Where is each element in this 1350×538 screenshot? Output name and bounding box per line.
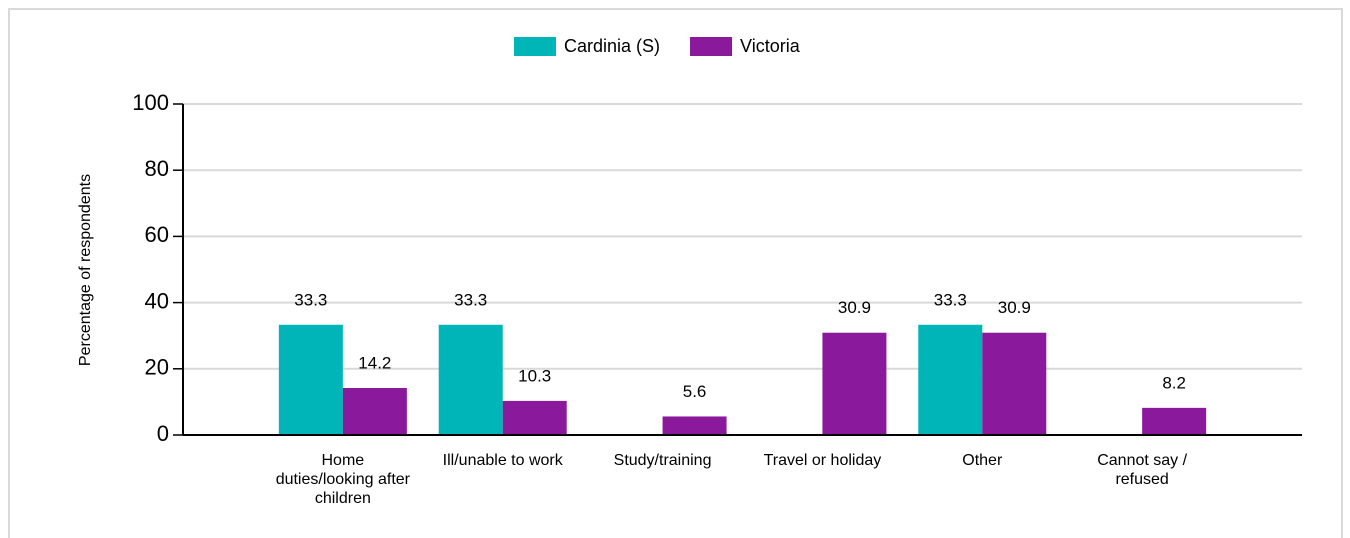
legend-swatch [690, 37, 733, 56]
x-tick-label: Travel or holiday [763, 452, 882, 469]
x-tick-label: Ill/unable to work [442, 452, 563, 469]
value-label: 30.9 [998, 298, 1031, 317]
legend-label: Cardinia (S) [564, 36, 660, 56]
value-label: 10.3 [518, 366, 551, 385]
value-label: 33.3 [294, 290, 327, 309]
x-tick-holder: Study/training [613, 452, 712, 469]
y-tick-label: 40 [145, 288, 169, 313]
y-tick-label: 0 [157, 421, 169, 446]
bar [342, 387, 407, 435]
x-tick-label: Cannot say / refused [1097, 452, 1188, 488]
y-tick-label: 20 [145, 355, 169, 380]
y-tick-label: 80 [145, 156, 169, 181]
value-label: 33.3 [934, 290, 967, 309]
bar [1142, 407, 1207, 435]
x-tick-holder: Travel or holiday [763, 452, 882, 469]
value-label: 14.2 [358, 353, 391, 372]
bar [918, 324, 983, 435]
y-tick-label: 60 [145, 222, 169, 247]
value-label: 33.3 [454, 290, 487, 309]
y-tick-label: 100 [132, 90, 169, 115]
x-tick-holder: Cannot say / refused [1097, 452, 1188, 488]
value-label: 30.9 [838, 298, 871, 317]
legend-swatch [514, 37, 556, 56]
bar [662, 416, 727, 435]
x-tick-label: Home duties/looking after children [275, 452, 410, 507]
y-axis-label: Percentage of respondents [77, 174, 94, 366]
value-label: 5.6 [683, 382, 707, 401]
x-tick-label: Study/training [613, 452, 712, 469]
legend-label: Victoria [740, 36, 801, 56]
x-tick-label: Other [962, 452, 1003, 469]
bar [278, 324, 343, 435]
bar [822, 332, 887, 435]
chart-frame [8, 8, 1343, 538]
x-tick-holder: Home duties/looking after children [275, 452, 410, 507]
x-tick-holder: Ill/unable to work [442, 452, 563, 469]
x-tick-holder: Other [962, 452, 1003, 469]
value-label: 8.2 [1162, 373, 1186, 392]
bar [502, 400, 567, 435]
bar [438, 324, 503, 435]
bar [982, 332, 1047, 435]
